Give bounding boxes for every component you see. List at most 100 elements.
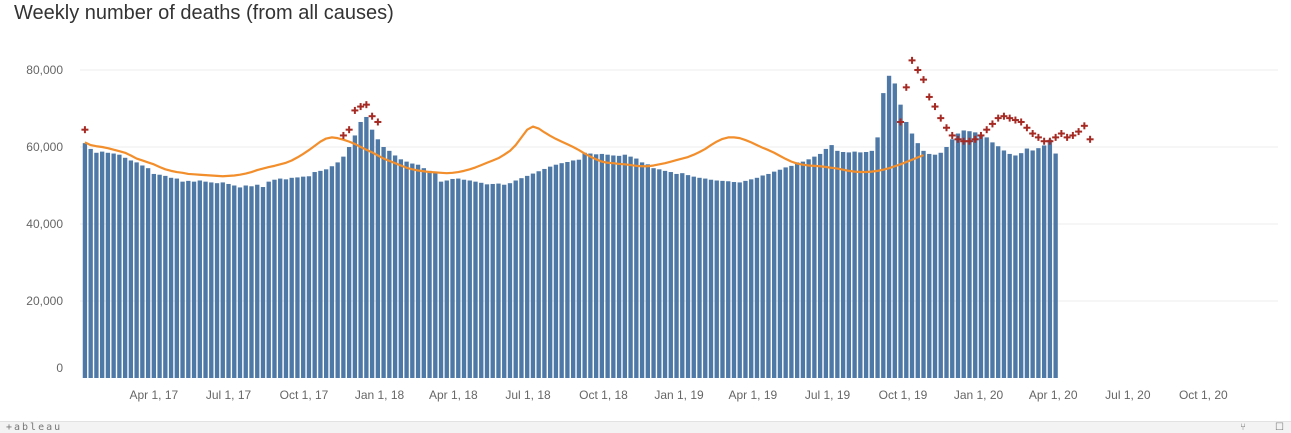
excess-marker	[345, 126, 353, 134]
bar	[122, 157, 128, 378]
excess-marker	[1046, 137, 1054, 145]
bar	[266, 181, 271, 378]
bar	[168, 177, 174, 378]
bar	[685, 175, 691, 378]
bar	[668, 172, 673, 378]
x-tick-label: Oct 1, 18	[579, 388, 628, 402]
tableau-logo[interactable]: +ableau	[6, 422, 63, 433]
bar	[1053, 153, 1058, 378]
bar	[318, 170, 323, 378]
x-tick-label: Jan 1, 18	[355, 388, 405, 402]
bar	[806, 159, 811, 378]
bar	[973, 132, 978, 378]
excess-marker	[1075, 128, 1083, 136]
bar	[634, 158, 639, 378]
bar	[157, 174, 162, 378]
bar	[812, 156, 817, 379]
bar	[852, 151, 857, 378]
bar	[996, 146, 1001, 378]
x-tick-label: Apr 1, 18	[429, 388, 478, 402]
bar	[456, 178, 461, 378]
bar	[243, 185, 248, 378]
bar	[611, 155, 616, 378]
bar	[749, 179, 754, 378]
y-tick-label: 20,000	[26, 294, 63, 308]
excess-marker	[1080, 122, 1088, 130]
bar	[766, 173, 771, 378]
y-tick-label: 60,000	[26, 140, 63, 154]
bar	[616, 155, 622, 378]
bar	[134, 162, 139, 378]
bar	[375, 139, 381, 378]
bar	[525, 175, 530, 379]
bar	[1047, 139, 1053, 378]
bar	[789, 165, 794, 378]
bar	[283, 179, 289, 378]
bar	[329, 166, 335, 378]
excess-marker	[977, 131, 985, 139]
bar	[255, 184, 260, 378]
fullscreen-icon[interactable]: ☐	[1275, 422, 1284, 433]
share-icon[interactable]: ⑂	[1240, 422, 1246, 433]
bar	[1036, 148, 1041, 378]
excess-marker-layer	[81, 56, 1094, 145]
excess-marker	[1034, 133, 1042, 141]
bar	[301, 176, 306, 378]
expected-line-layer	[84, 125, 924, 178]
bar	[800, 161, 806, 378]
bar	[984, 137, 989, 379]
bar	[444, 180, 449, 378]
x-tick-label: Jul 1, 20	[1105, 388, 1151, 402]
bar	[622, 154, 628, 378]
bar	[990, 142, 995, 378]
bar	[461, 179, 467, 378]
excess-marker	[920, 76, 928, 84]
excess-marker	[925, 93, 933, 101]
bar	[605, 154, 610, 378]
excess-marker	[1029, 130, 1037, 138]
bar	[473, 181, 478, 378]
bar	[570, 160, 576, 378]
excess-marker	[368, 112, 376, 120]
bar	[513, 180, 518, 378]
bar	[909, 133, 915, 378]
bar	[881, 93, 886, 378]
bar	[358, 121, 363, 378]
bar	[657, 169, 662, 378]
bar	[863, 152, 869, 378]
bar	[927, 153, 932, 378]
bar	[599, 153, 605, 378]
bar	[507, 183, 513, 378]
x-tick-label: Jan 1, 19	[654, 388, 704, 402]
bar	[886, 75, 892, 378]
bar	[140, 165, 145, 378]
bar	[82, 143, 88, 378]
bar	[191, 181, 197, 378]
bar	[105, 152, 111, 378]
bar	[904, 121, 909, 378]
bar	[249, 186, 254, 378]
excess-marker	[937, 114, 945, 122]
bar	[961, 130, 966, 378]
bar	[88, 148, 93, 378]
bar	[151, 173, 157, 378]
excess-marker	[1006, 114, 1014, 122]
bar	[536, 171, 541, 378]
bar	[232, 185, 237, 378]
bar	[548, 166, 553, 378]
bar	[392, 155, 398, 378]
bar	[978, 134, 984, 378]
bar	[840, 152, 846, 378]
excess-marker	[971, 135, 979, 143]
bar	[398, 159, 403, 378]
bar	[846, 152, 852, 378]
excess-marker	[994, 114, 1002, 122]
bar	[680, 173, 685, 378]
bar	[186, 180, 191, 378]
bar	[530, 173, 536, 378]
bar	[433, 172, 438, 378]
bar	[335, 162, 340, 378]
bar	[519, 178, 524, 378]
excess-marker	[1052, 133, 1060, 141]
bar	[1030, 150, 1035, 378]
